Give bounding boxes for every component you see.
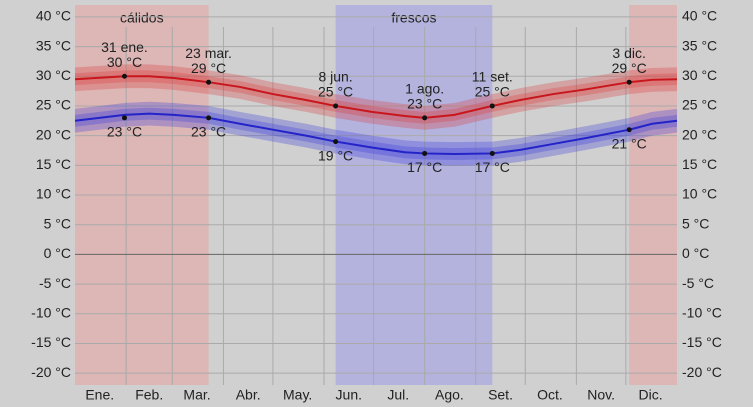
- annotation-label: 30 °C: [107, 54, 142, 70]
- point: [121, 73, 127, 79]
- point: [422, 115, 428, 121]
- y-tick-label: -15 °C: [31, 334, 71, 350]
- y-tick-label: 35 °C: [36, 37, 71, 53]
- point: [422, 150, 428, 156]
- y-tick-label: 40 °C: [682, 8, 717, 24]
- annotation-label: 25 °C: [475, 84, 510, 100]
- y-tick-label: 20 °C: [36, 126, 71, 142]
- annotation-date: 8 jun.: [318, 69, 352, 85]
- point: [489, 103, 495, 109]
- y-tick-label: -5 °C: [682, 275, 714, 291]
- y-tick-label: 15 °C: [36, 156, 71, 172]
- point: [206, 79, 212, 85]
- y-tick-label: -5 °C: [39, 275, 71, 291]
- point: [489, 150, 495, 156]
- annotation-label: 17 °C: [475, 159, 510, 175]
- y-tick-label: 10 °C: [36, 186, 71, 202]
- line: [74, 75, 678, 119]
- y-tick-label: 0 °C: [682, 245, 709, 261]
- annotation-date: 31 ene.: [101, 39, 148, 55]
- x-tick-label: Abr.: [236, 387, 261, 403]
- annotation-label: 19 °C: [318, 147, 353, 163]
- x-tick-label: Feb.: [135, 387, 163, 403]
- y-tick-label: 25 °C: [36, 97, 71, 113]
- y-tick-label: 25 °C: [682, 97, 717, 113]
- x-tick-label: Jul.: [387, 387, 409, 403]
- y-tick-label: 40 °C: [36, 8, 71, 24]
- y-tick-label: -10 °C: [31, 304, 71, 320]
- x-tick-label: Ene.: [85, 387, 114, 403]
- x-tick-label: Nov.: [587, 387, 615, 403]
- x-tick-label: Dic.: [639, 387, 663, 403]
- y-tick-label: 35 °C: [682, 37, 717, 53]
- x-tick-label: Mar.: [183, 387, 210, 403]
- y-tick-label: 10 °C: [682, 186, 717, 202]
- x-tick-label: Ago.: [435, 387, 464, 403]
- annotation-date: 3 dic.: [612, 45, 645, 61]
- y-tick-label: 0 °C: [44, 245, 71, 261]
- annotation-label: 23 °C: [407, 96, 442, 112]
- point: [333, 139, 339, 145]
- y-tick-label: 5 °C: [44, 215, 71, 231]
- region-label: cálidos: [120, 10, 164, 26]
- annotation-label: 21 °C: [612, 135, 647, 151]
- annotation-label: 17 °C: [407, 159, 442, 175]
- annotation-label: 25 °C: [318, 84, 353, 100]
- y-tick-label: 5 °C: [682, 215, 709, 231]
- annotation-date: 11 set.: [472, 69, 513, 85]
- point: [121, 115, 127, 121]
- x-tick-label: May.: [283, 387, 312, 403]
- y-tick-label: -20 °C: [31, 364, 71, 380]
- annotation-label: 23 °C: [191, 124, 226, 140]
- y-tick-label: -15 °C: [682, 334, 722, 350]
- annotation-label: 23 °C: [107, 124, 142, 140]
- y-tick-label: 20 °C: [682, 126, 717, 142]
- y-tick-label: 30 °C: [36, 67, 71, 83]
- x-tick-label: Oct.: [537, 387, 563, 403]
- region-label: frescos: [391, 10, 436, 26]
- point: [626, 79, 632, 85]
- x-tick-label: Jun.: [336, 387, 362, 403]
- line: [74, 112, 678, 156]
- band: [75, 64, 677, 130]
- point: [206, 115, 212, 121]
- band: [75, 70, 677, 124]
- annotation-label: 29 °C: [191, 60, 226, 76]
- point: [333, 103, 339, 109]
- point: [626, 127, 632, 133]
- annotation-date: 23 mar.: [185, 45, 232, 61]
- y-tick-label: 15 °C: [682, 156, 717, 172]
- annotation-date: 1 ago.: [405, 81, 444, 97]
- annotation-label: 29 °C: [612, 60, 647, 76]
- band: [75, 101, 677, 166]
- y-tick-label: -10 °C: [682, 304, 722, 320]
- x-tick-label: Set.: [488, 387, 513, 403]
- y-tick-label: 30 °C: [682, 67, 717, 83]
- y-tick-label: -20 °C: [682, 364, 722, 380]
